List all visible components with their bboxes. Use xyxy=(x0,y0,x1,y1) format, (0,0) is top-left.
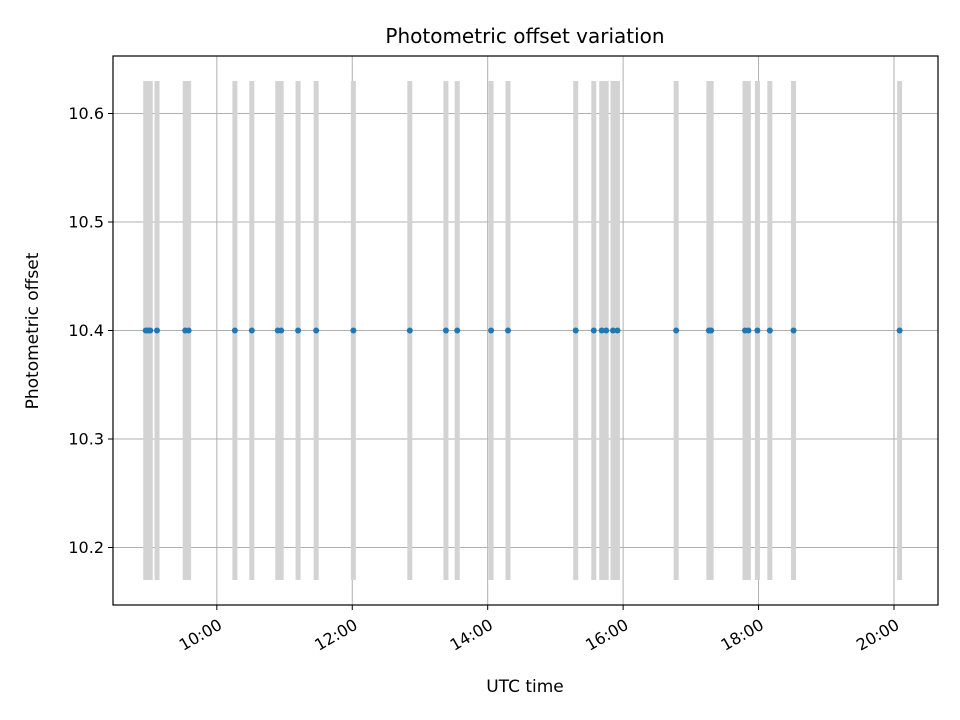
data-point xyxy=(488,327,495,334)
data-point xyxy=(295,327,302,334)
data-point xyxy=(231,327,238,334)
data-point xyxy=(442,327,449,334)
data-point xyxy=(154,327,161,334)
data-point xyxy=(572,327,579,334)
y-axis-label: Photometric offset xyxy=(23,252,43,409)
data-point xyxy=(505,327,512,334)
x-tick-label: 12:00 xyxy=(311,615,360,655)
y-axis-ticks: 10.2 10.3 10.4 10.5 10.6 xyxy=(68,104,113,557)
data-point xyxy=(896,327,903,334)
x-tick-label: 16:00 xyxy=(582,615,631,655)
x-tick-label: 10:00 xyxy=(176,615,225,655)
data-point xyxy=(790,327,797,334)
data-point xyxy=(248,327,255,334)
x-axis-label: UTC time xyxy=(486,677,564,697)
x-tick-label: 14:00 xyxy=(447,615,496,655)
data-point xyxy=(454,327,461,334)
data-point xyxy=(614,327,621,334)
data-point xyxy=(350,327,357,334)
y-tick-label: 10.6 xyxy=(68,104,104,123)
data-point xyxy=(673,327,680,334)
x-axis-ticks: 10:00 12:00 14:00 16:00 18:00 20:00 xyxy=(176,605,902,655)
data-points xyxy=(142,327,903,334)
data-point xyxy=(603,327,610,334)
data-point xyxy=(590,327,597,334)
y-tick-label: 10.4 xyxy=(68,321,104,340)
y-tick-label: 10.3 xyxy=(68,429,104,448)
data-point xyxy=(609,327,616,334)
data-point xyxy=(313,327,320,334)
x-tick-label: 20:00 xyxy=(853,615,902,655)
chart-title: Photometric offset variation xyxy=(385,24,664,48)
data-point xyxy=(766,327,773,334)
y-tick-label: 10.2 xyxy=(68,538,104,557)
data-point xyxy=(754,327,761,334)
data-point xyxy=(147,327,154,334)
data-point xyxy=(406,327,413,334)
data-point xyxy=(745,327,752,334)
x-tick-label: 18:00 xyxy=(718,615,767,655)
data-point xyxy=(598,327,605,334)
data-point xyxy=(708,327,715,334)
data-point xyxy=(278,327,285,334)
y-tick-label: 10.5 xyxy=(68,213,104,232)
data-point xyxy=(185,327,192,334)
